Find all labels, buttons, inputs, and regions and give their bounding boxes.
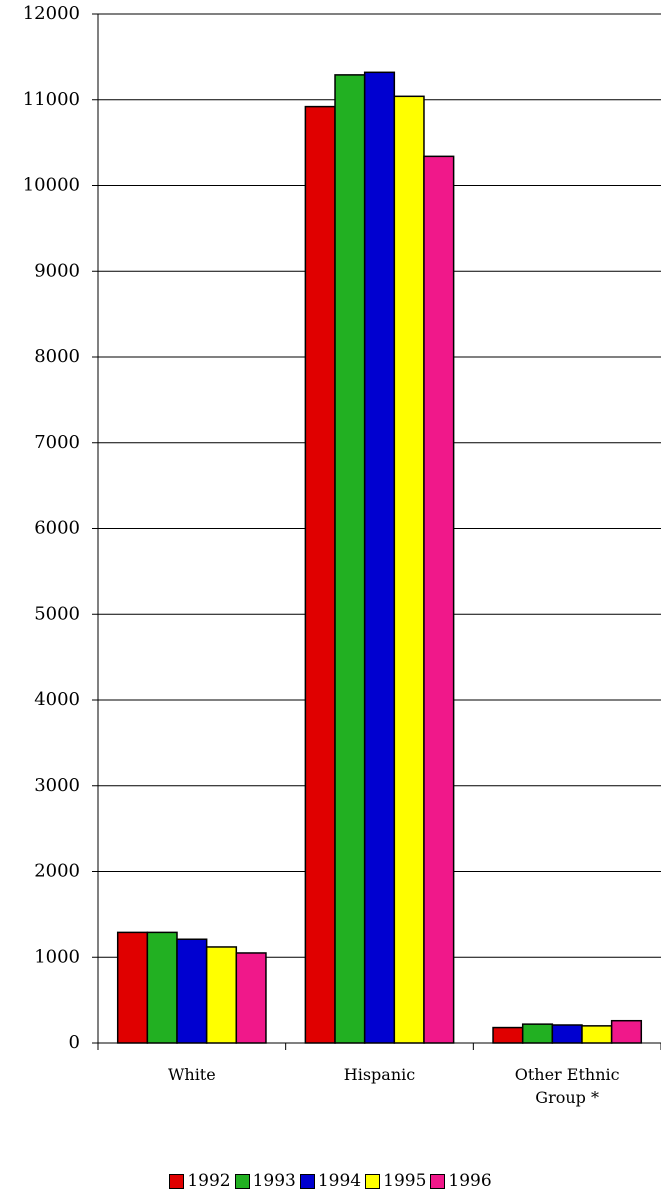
legend-item: 1993: [234, 1171, 296, 1191]
bar: [393, 95, 425, 1044]
legend: 1992 1993 1994 1995 1996: [0, 1171, 661, 1191]
y-tick-label: 7000: [34, 432, 80, 453]
x-tick-label: White: [167, 1065, 216, 1084]
y-tick-label: 11000: [23, 89, 80, 110]
bar: [581, 1025, 613, 1044]
legend-item: 1992: [169, 1171, 231, 1191]
legend-item: 1996: [430, 1171, 492, 1191]
bar: [116, 931, 149, 1044]
bar: [176, 938, 208, 1044]
y-tick-label: 8000: [34, 346, 80, 367]
y-tick-label: 1000: [34, 946, 80, 967]
y-tick-label: 10000: [23, 175, 80, 196]
legend-label: 1993: [252, 1171, 296, 1191]
y-tick-label: 9000: [34, 260, 80, 281]
y-tick-label: 4000: [34, 689, 80, 710]
y-tick-label: 0: [69, 1032, 80, 1053]
bar: [363, 71, 396, 1044]
y-tick-label: 2000: [34, 861, 80, 882]
y-tick-label: 6000: [34, 518, 80, 539]
legend-item: 1994: [299, 1171, 362, 1191]
legend-swatch: [430, 1173, 446, 1189]
bar: [235, 952, 267, 1044]
bar: [423, 155, 455, 1044]
legend-swatch: [365, 1173, 381, 1189]
bar: [304, 105, 336, 1044]
bar: [551, 1024, 583, 1044]
legend-label: 1994: [317, 1171, 362, 1191]
y-tick-label: 12000: [23, 3, 80, 24]
legend-item: 1995: [365, 1171, 426, 1191]
bar: [610, 1019, 643, 1044]
legend-label: 1996: [448, 1171, 492, 1191]
bar: [205, 946, 238, 1044]
legend-label: 1992: [187, 1171, 231, 1191]
y-tick-label: 5000: [34, 603, 80, 624]
legend-swatch: [169, 1173, 185, 1189]
legend-swatch: [299, 1173, 315, 1189]
legend-label: 1995: [383, 1171, 427, 1191]
x-tick-label: Hispanic: [343, 1065, 416, 1084]
y-tick-label: 3000: [34, 775, 80, 796]
bar: [146, 931, 178, 1044]
legend-swatch: [234, 1173, 250, 1189]
bar: [334, 74, 366, 1044]
x-tick-label: Other Ethnic Group *: [514, 1065, 620, 1107]
bar: [521, 1023, 554, 1044]
bar: [492, 1026, 524, 1044]
